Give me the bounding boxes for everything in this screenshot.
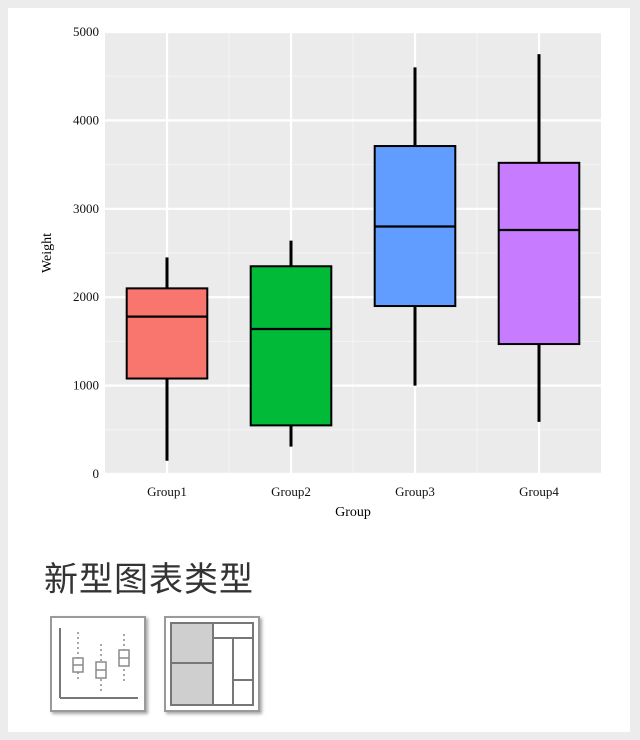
box-group1 <box>125 257 209 461</box>
y-tick-label: 0 <box>93 466 100 481</box>
y-tick-label: 3000 <box>73 201 99 216</box>
boxplot-chart: 0 1000 2000 3000 4000 5000 Group1 Group2 Group3… <box>40 24 601 520</box>
y-tick-label: 5000 <box>73 24 99 39</box>
y-tick-label: 1000 <box>73 378 99 393</box>
x-tick-label: Group4 <box>519 484 559 499</box>
box-group2 <box>249 240 333 447</box>
box-iqr <box>497 161 581 346</box>
treemap-icon <box>170 622 254 706</box>
section-title: 新型图表类型 <box>44 560 254 600</box>
treemap-chart-type-thumbnail[interactable] <box>164 616 260 712</box>
x-axis-label: Group <box>335 505 371 520</box>
x-tick-label: Group1 <box>147 484 187 499</box>
x-tick-label: Group2 <box>271 484 311 499</box>
box-iqr <box>125 287 209 380</box>
box-iqr <box>249 265 333 427</box>
boxplot-chart-type-thumbnail[interactable] <box>50 616 146 712</box>
boxplot-icon <box>59 628 138 699</box>
y-axis-label: Weight <box>40 233 55 273</box>
y-tick-label: 2000 <box>73 289 99 304</box>
box-group4 <box>497 54 581 422</box>
x-tick-label: Group3 <box>395 484 435 499</box>
chart-card: 0 1000 2000 3000 4000 5000 Group1 Group2 Group3… <box>8 8 630 732</box>
box-group3 <box>373 67 457 386</box>
y-tick-label: 4000 <box>73 112 99 127</box>
